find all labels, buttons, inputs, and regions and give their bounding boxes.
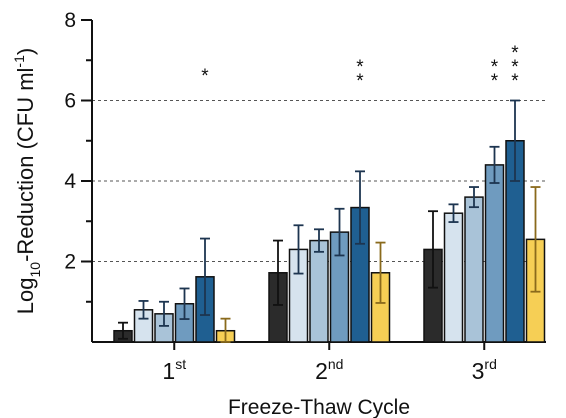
- x-tick-label-2: 2nd: [315, 356, 343, 384]
- y-tick-label-8: 8: [64, 9, 76, 32]
- y-label-prefix: Log: [13, 278, 38, 315]
- y-label-subscript: 10: [27, 262, 43, 278]
- x-tick-label-superscript: st: [175, 356, 186, 372]
- x-axis-label: Freeze-Thaw Cycle: [228, 396, 410, 418]
- bar-3rd-series-3: [464, 196, 484, 343]
- x-tick-label-superscript: nd: [328, 356, 344, 372]
- significance-star-3-0: *: [511, 43, 519, 64]
- significance-annotations: ****************: [201, 43, 519, 92]
- x-tick-label-base: 1: [162, 358, 175, 384]
- y-tick-label-4: 4: [64, 170, 76, 193]
- significance-star-1-1: *: [356, 71, 364, 92]
- x-tick-label-base: 2: [315, 358, 328, 384]
- y-label-middle: -Reduction (CFU ml: [13, 68, 38, 262]
- significance-star-3-1: *: [511, 57, 519, 78]
- bars: [113, 140, 546, 343]
- error-bars: [118, 99, 541, 343]
- y-tick-label-6: 6: [64, 90, 76, 113]
- significance-star-3-2: *: [511, 71, 519, 92]
- bar-3rd-series-2: [443, 212, 464, 343]
- significance-star-0-0: *: [201, 66, 209, 87]
- x-tick-label-superscript: rd: [484, 356, 496, 372]
- x-tick-label-base: 3: [472, 358, 485, 384]
- y-tick-label-2: 2: [64, 251, 76, 274]
- x-tick-label-3: 3rd: [472, 356, 497, 384]
- x-tick-labels: 1st 2nd 3rd: [162, 356, 496, 384]
- y-axis-label: Log10-Reduction (CFU ml-1): [11, 48, 43, 314]
- significance-star-2-0: *: [491, 57, 499, 78]
- y-label-superscript: -1: [11, 55, 27, 68]
- y-label-suffix: ): [13, 48, 38, 55]
- significance-star-2-1: *: [491, 71, 499, 92]
- significance-star-1-0: *: [356, 57, 364, 78]
- x-ticks: [173, 342, 486, 350]
- bar-2nd-series-3: [309, 239, 329, 343]
- bar-3rd-series-4: [484, 164, 505, 343]
- y-ticks: [81, 19, 92, 303]
- x-tick-label-1: 1st: [162, 356, 186, 384]
